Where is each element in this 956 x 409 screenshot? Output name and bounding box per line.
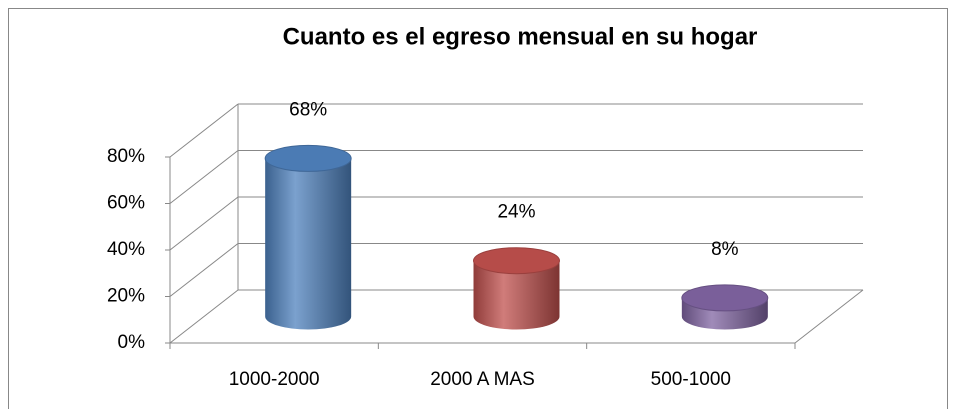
grid-line (169, 150, 239, 204)
grid-line (169, 289, 239, 344)
bar (473, 260, 560, 330)
x-tick-label: 500-1000 (651, 369, 731, 390)
data-label: 24% (497, 202, 535, 223)
y-tick-label: 20% (107, 286, 145, 307)
y-tick-label: 80% (107, 146, 145, 167)
x-tick-label: 1000-2000 (229, 369, 320, 390)
x-tick-label: 2000 A MAS (430, 369, 535, 390)
y-tick-label: 60% (107, 193, 145, 214)
grid-line (169, 103, 239, 158)
grid-line (169, 196, 239, 251)
floor-right-edge (794, 289, 864, 344)
bar-top (264, 144, 352, 172)
data-label: 68% (289, 99, 327, 120)
grid-line (169, 243, 239, 297)
y-tick-label: 0% (118, 332, 146, 353)
chart-border (8, 8, 948, 409)
y-tick-label: 40% (107, 239, 145, 260)
chart-title: Cuanto es el egreso mensual en su hogar (283, 23, 758, 50)
data-label: 8% (711, 239, 739, 260)
bar (265, 158, 352, 330)
bar-top (681, 284, 769, 312)
bar-top (473, 247, 560, 275)
